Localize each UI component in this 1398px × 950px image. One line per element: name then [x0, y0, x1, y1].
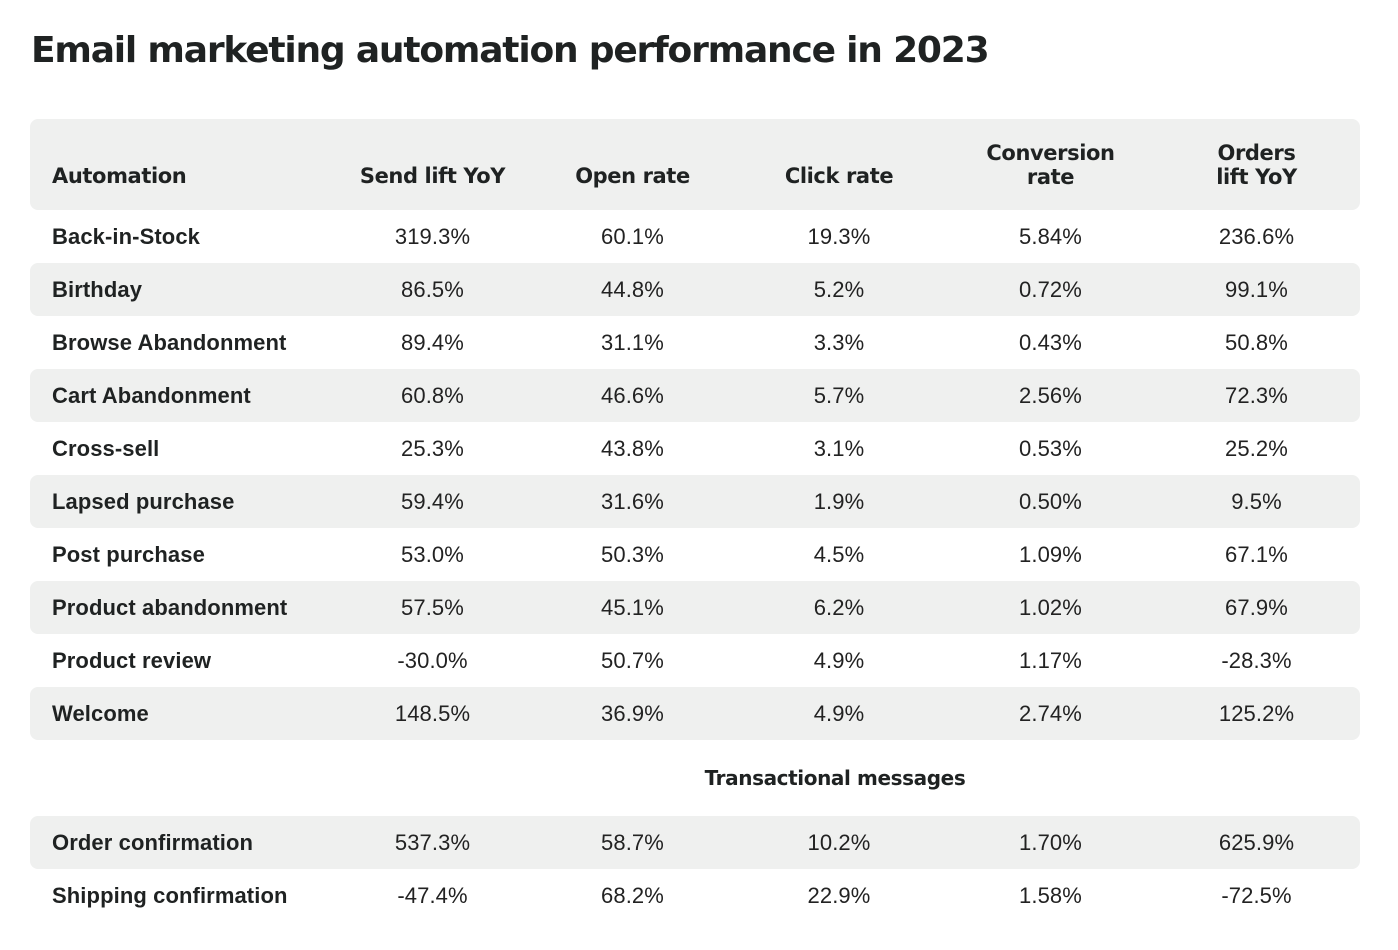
automation-name: Product review — [52, 647, 212, 673]
automation-name: Product abandonment — [52, 594, 288, 620]
table-row: Shipping confirmation -47.4% 68.2% 22.9% 1.5… — [30, 869, 1360, 922]
orders-lift-value: 625.9% — [1218, 829, 1295, 855]
automation-name: Cart Abandonment — [52, 382, 251, 408]
conversion-rate-value: 1.70% — [1019, 829, 1082, 855]
conversion-rate-value: 0.43% — [1019, 329, 1082, 355]
table-row: Lapsed purchase 59.4% 31.6% 1.9% 0.50% 9.5% — [30, 475, 1360, 528]
orders-lift-value: 67.1% — [1225, 541, 1288, 567]
table-row: Product abandonment 57.5% 45.1% 6.2% 1.02% 67… — [30, 581, 1360, 634]
conversion-rate-value: 1.02% — [1019, 594, 1082, 620]
automation-rows: Back-in-Stock 319.3% 60.1% 19.3% 5.84% 236.6%… — [30, 210, 1360, 740]
orders-lift-value: 99.1% — [1225, 276, 1288, 302]
click-rate-value: 5.7% — [813, 382, 865, 408]
send-lift-value: 57.5% — [401, 594, 464, 620]
send-lift-value: 86.5% — [401, 276, 464, 302]
performance-table: Automation Send lift YoY Open rate Click… — [30, 119, 1360, 922]
conversion-rate-value: 2.74% — [1019, 700, 1082, 726]
chart-title: Email marketing automation performance i… — [31, 30, 990, 71]
orders-lift-value: 50.8% — [1225, 329, 1288, 355]
orders-lift-value: 72.3% — [1225, 382, 1288, 408]
click-rate-value: 1.9% — [813, 488, 865, 514]
send-lift-value: 319.3% — [394, 223, 471, 249]
open-rate-value: 45.1% — [601, 594, 664, 620]
click-rate-value: 5.2% — [813, 276, 865, 302]
table-row: Product review -30.0% 50.7% 4.9% 1.17% -28.3% — [30, 634, 1360, 687]
send-lift-value: 59.4% — [401, 488, 464, 514]
conversion-rate-value: 0.53% — [1019, 435, 1082, 461]
automation-name: Welcome — [52, 700, 149, 726]
table-row: Browse Abandonment 89.4% 31.1% 3.3% 0.43% 50.… — [30, 316, 1360, 369]
column-header-click-rate: Click rate — [784, 163, 894, 188]
conversion-rate-value: 5.84% — [1019, 223, 1082, 249]
table-row: Birthday 86.5% 44.8% 5.2% 0.72% 99.1% — [30, 263, 1360, 316]
open-rate-value: 46.6% — [601, 382, 664, 408]
column-header-send-lift: Send lift YoY — [359, 163, 506, 188]
send-lift-value: -30.0% — [397, 647, 468, 673]
conversion-rate-value: 0.50% — [1019, 488, 1082, 514]
table-row: Welcome 148.5% 36.9% 4.9% 2.74% 125.2% — [30, 687, 1360, 740]
conversion-rate-value: 1.58% — [1019, 882, 1082, 908]
click-rate-value: 3.1% — [813, 435, 865, 461]
open-rate-value: 68.2% — [601, 882, 664, 908]
click-rate-value: 4.9% — [813, 647, 865, 673]
open-rate-value: 50.7% — [601, 647, 664, 673]
automation-name: Birthday — [52, 276, 143, 302]
click-rate-value: 22.9% — [807, 882, 871, 908]
send-lift-value: 60.8% — [401, 382, 464, 408]
click-rate-value: 10.2% — [807, 829, 871, 855]
conversion-rate-value: 1.17% — [1019, 647, 1082, 673]
column-header-conversion-rate: Conversion rate — [986, 140, 1115, 189]
send-lift-value: -47.4% — [397, 882, 468, 908]
open-rate-value: 44.8% — [601, 276, 664, 302]
open-rate-value: 31.1% — [601, 329, 664, 355]
table-row: Order confirmation 537.3% 58.7% 10.2% 1.70% 6… — [30, 816, 1360, 869]
automation-name: Cross-sell — [52, 435, 160, 461]
open-rate-value: 31.6% — [601, 488, 664, 514]
conversion-rate-value: 2.56% — [1019, 382, 1082, 408]
click-rate-value: 3.3% — [813, 329, 865, 355]
orders-lift-value: -72.5% — [1221, 882, 1292, 908]
table-row: Post purchase 53.0% 50.3% 4.5% 1.09% 67.1% — [30, 528, 1360, 581]
column-header-open-rate: Open rate — [575, 163, 690, 188]
orders-lift-value: 9.5% — [1231, 488, 1282, 514]
click-rate-value: 4.5% — [813, 541, 865, 567]
conversion-rate-value: 1.09% — [1019, 541, 1082, 567]
send-lift-value: 537.3% — [394, 829, 471, 855]
section-label-transactional: Transactional messages — [704, 766, 966, 790]
send-lift-value: 89.4% — [401, 329, 464, 355]
table-row: Cart Abandonment 60.8% 46.6% 5.7% 2.56% 72.3% — [30, 369, 1360, 422]
orders-lift-value: 125.2% — [1218, 700, 1295, 726]
table-row: Cross-sell 25.3% 43.8% 3.1% 0.53% 25.2% — [30, 422, 1360, 475]
automation-name: Browse Abandonment — [52, 329, 287, 355]
orders-lift-value: 67.9% — [1225, 594, 1288, 620]
open-rate-value: 36.9% — [601, 700, 664, 726]
automation-name: Lapsed purchase — [52, 488, 235, 514]
click-rate-value: 19.3% — [807, 223, 871, 249]
orders-lift-value: -28.3% — [1221, 647, 1292, 673]
conversion-rate-value: 0.72% — [1019, 276, 1082, 302]
automation-name: Post purchase — [52, 541, 205, 567]
column-header-orders-lift: Orders lift YoY — [1216, 140, 1297, 189]
send-lift-value: 53.0% — [401, 541, 464, 567]
send-lift-value: 148.5% — [394, 700, 471, 726]
orders-lift-value: 236.6% — [1218, 223, 1295, 249]
open-rate-value: 58.7% — [601, 829, 664, 855]
automation-name: Order confirmation — [52, 829, 254, 855]
table-row: Back-in-Stock 319.3% 60.1% 19.3% 5.84% 236.6% — [30, 210, 1360, 263]
click-rate-value: 4.9% — [813, 700, 865, 726]
orders-lift-value: 25.2% — [1225, 435, 1288, 461]
column-header-automation: Automation — [52, 163, 187, 188]
open-rate-value: 43.8% — [601, 435, 664, 461]
transactional-rows: Order confirmation 537.3% 58.7% 10.2% 1.70% 6… — [30, 816, 1360, 922]
open-rate-value: 50.3% — [601, 541, 664, 567]
click-rate-value: 6.2% — [813, 594, 865, 620]
automation-name: Back-in-Stock — [52, 223, 201, 249]
open-rate-value: 60.1% — [601, 223, 664, 249]
send-lift-value: 25.3% — [401, 435, 464, 461]
table-header-row: Automation Send lift YoY Open rate Click… — [30, 119, 1360, 210]
automation-name: Shipping confirmation — [52, 882, 288, 908]
